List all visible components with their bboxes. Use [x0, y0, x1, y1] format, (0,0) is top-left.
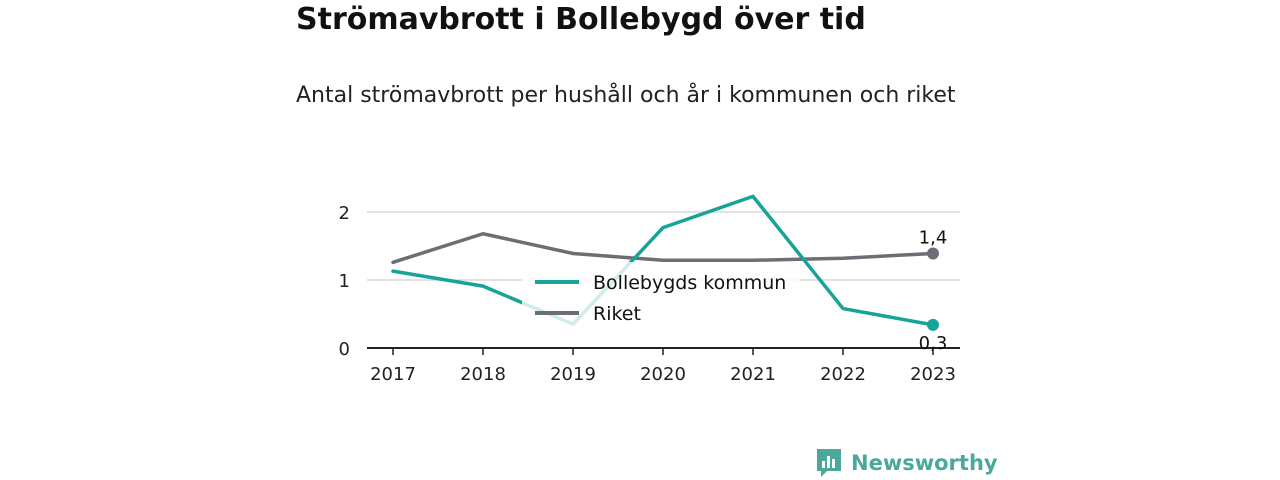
- x-tick-label: 2020: [640, 364, 686, 385]
- end-value-label: 0,3: [919, 333, 948, 354]
- y-tick-label: 0: [339, 339, 350, 360]
- x-tick-label: 2021: [730, 364, 776, 385]
- series-line-kommun: [391, 194, 935, 327]
- legend-label: Bollebygds kommun: [593, 272, 786, 294]
- brand-logo: Newsworthy: [815, 446, 998, 480]
- series-end-marker: [927, 318, 939, 331]
- x-tick-label: 2022: [820, 364, 866, 385]
- x-tick-label: 2018: [460, 364, 506, 385]
- x-tick-label: 2017: [370, 364, 416, 385]
- series-end-marker: [927, 247, 939, 260]
- y-tick-label: 1: [339, 271, 350, 292]
- x-tick-label: 2023: [910, 364, 956, 385]
- y-tick-label: 2: [339, 203, 350, 224]
- chart-subtitle: Antal strömavbrott per hushåll och år i …: [296, 83, 956, 108]
- chart-title: Strömavbrott i Bollebygd över tid: [296, 2, 866, 37]
- x-tick-label: 2019: [550, 364, 596, 385]
- legend-background: [522, 262, 800, 330]
- end-value-label: 1,4: [919, 227, 948, 248]
- brand-name: Newsworthy: [851, 451, 998, 475]
- legend-label: Riket: [593, 303, 641, 325]
- newsworthy-logo-icon: [817, 449, 841, 477]
- series-line-riket: [391, 232, 935, 265]
